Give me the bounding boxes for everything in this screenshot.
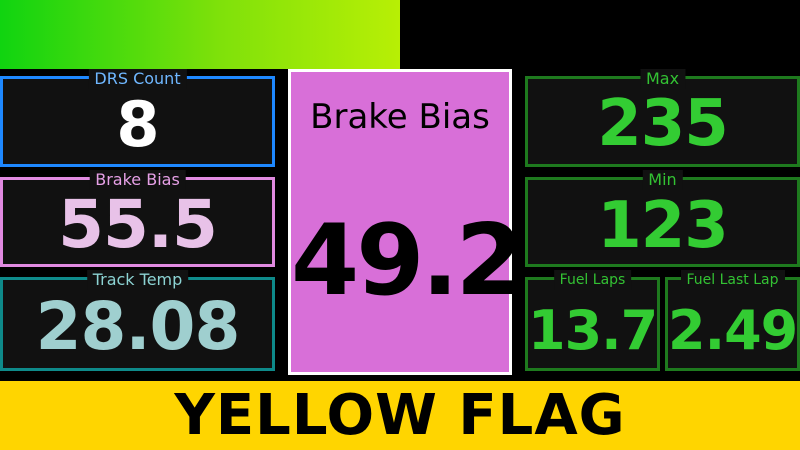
- brake-bias-small-value: 55.5: [58, 186, 218, 263]
- max-value: 235: [597, 87, 729, 161]
- brake-bias-main-value: 49.2: [291, 204, 524, 318]
- fuel-laps-tile: Fuel Laps 13.7: [525, 270, 660, 371]
- fuel-last-lap-tile: Fuel Last Lap 2.49: [665, 270, 800, 371]
- min-label: Min: [642, 170, 683, 190]
- drs-count-label: DRS Count: [88, 69, 187, 89]
- brake-bias-small-label: Brake Bias: [89, 170, 186, 190]
- brake-bias-main-tile: Brake Bias 49.2: [288, 69, 524, 375]
- track-temp-value: 28.08: [35, 288, 241, 365]
- rpm-progress-bar: [0, 0, 400, 69]
- fuel-last-lap-label: Fuel Last Lap: [680, 270, 785, 290]
- brake-bias-small-tile: Brake Bias 55.5: [0, 170, 275, 267]
- flag-status-text: YELLOW FLAG: [174, 383, 626, 448]
- fuel-laps-value: 13.7: [528, 299, 658, 362]
- fuel-last-lap-value: 2.49: [668, 299, 798, 362]
- min-tile: Min 123: [525, 170, 800, 267]
- brake-bias-main-label: Brake Bias: [310, 97, 490, 137]
- drs-count-value: 8: [116, 88, 159, 161]
- fuel-laps-label: Fuel Laps: [553, 270, 632, 290]
- max-tile: Max 235: [525, 69, 800, 167]
- max-label: Max: [639, 69, 686, 89]
- min-value: 123: [597, 189, 729, 263]
- flag-banner: YELLOW FLAG: [0, 381, 800, 450]
- track-temp-tile: Track Temp 28.08: [0, 270, 275, 371]
- track-temp-label: Track Temp: [86, 270, 189, 290]
- drs-count-tile: DRS Count 8: [0, 69, 275, 167]
